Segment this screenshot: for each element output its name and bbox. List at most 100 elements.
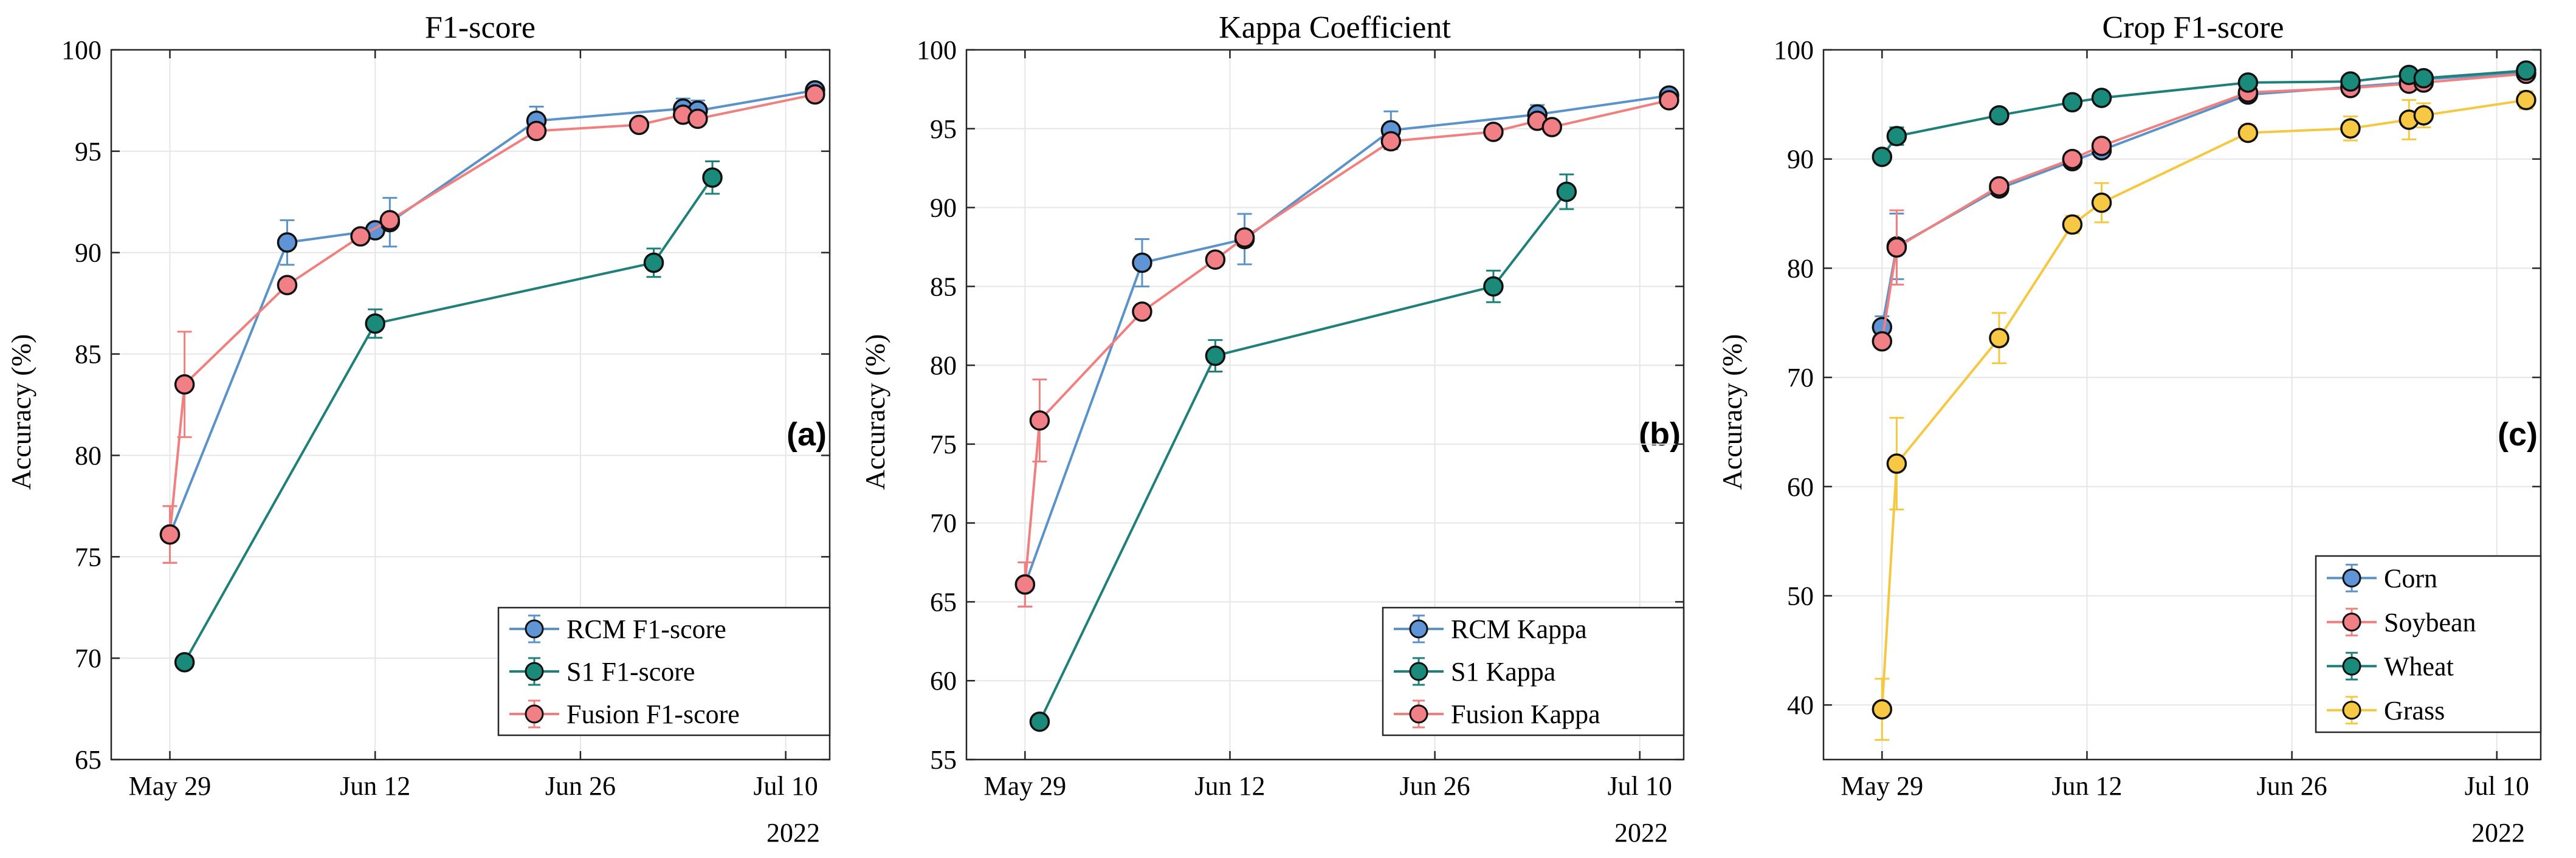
data-point [1541,117,1563,137]
y-tick-label: 95 [930,114,957,144]
legend-label: Grass [2384,696,2445,726]
year-label: 2022 [766,818,820,848]
panel-f1-score: F1-score Accuracy (%) (a) 2022 65 70 75 80 8… [5,10,831,848]
data-point [2237,72,2259,93]
data-point [702,167,723,188]
data-point [1989,105,2009,126]
data-point [687,108,708,129]
data-point [2062,92,2083,113]
x-tick-label: Jun 26 [1400,771,1470,801]
x-tick-label: May 29 [983,771,1066,801]
year-label: 2022 [2471,818,2525,848]
legend-item: Wheat [2327,651,2454,681]
data-point [2340,71,2361,92]
legend-label: Corn [2384,563,2437,593]
legend: RCM F1-score S1 F1-score Fusion F1-score [497,606,831,736]
panel-kappa-coefficient: Kappa Coefficient Accuracy (%) (b) 2022 … [859,10,1685,848]
legend-swatch-marker [2342,701,2361,720]
data-point [643,252,664,273]
legend-swatch-marker [1409,662,1428,681]
panel-title: Crop F1-score [2102,10,2284,45]
panel-label: (b) [1639,416,1681,453]
data-point [1886,237,1907,258]
x-tick-label: May 29 [1841,771,1923,801]
legend: Corn Soybean Wheat Grass [2315,555,2542,733]
legend-item: Grass [2327,696,2445,726]
y-tick-label: 80 [75,441,102,470]
data-point [2413,105,2434,126]
legend-item: S1 F1-score [509,657,695,687]
x-tick-label: Jul 10 [1608,771,1672,801]
legend: RCM Kappa S1 Kappa Fusion Kappa [1382,606,1685,736]
y-tick-label: 100 [1774,35,1814,65]
data-point [1872,331,1893,352]
data-point [1014,574,1036,595]
y-tick-label: 100 [61,35,102,65]
y-tick-label: 70 [1787,363,1814,393]
legend-item: RCM F1-score [509,614,726,644]
legend-swatch-marker [1409,619,1428,639]
data-point [1380,131,1402,152]
y-tick-label: 85 [75,340,102,369]
x-tick-label: Jun 26 [545,771,616,801]
legend-item: Fusion F1-score [509,699,740,729]
plot-frame [965,49,1685,761]
y-tick-label: 65 [75,745,102,775]
y-tick-label: 100 [917,35,957,65]
legend-label: Fusion Kappa [1451,699,1600,729]
legend-label: Wheat [2384,651,2454,681]
legend-swatch-marker [525,662,544,681]
legend-item: Soybean [2327,608,2476,637]
x-tick-label: Jul 10 [753,771,818,801]
x-tick-label: Jun 12 [340,771,410,801]
data-point [1886,126,1907,146]
series-line [183,177,714,663]
data-point [1886,453,1907,474]
legend-label: RCM Kappa [1451,614,1587,644]
y-tick-label: 60 [1787,472,1814,502]
legend-item: Corn [2327,563,2437,593]
y-tick-label: 50 [1787,581,1814,611]
data-point [2413,67,2434,89]
data-point [1872,699,1893,720]
y-tick-label: 85 [930,272,957,301]
year-label: 2022 [1614,818,1668,848]
y-tick-label: 95 [75,137,102,166]
y-tick-label: 70 [75,644,102,673]
data-point [2062,214,2083,235]
data-point [1205,249,1226,270]
legend-label: S1 F1-score [567,657,695,687]
data-point [2091,136,2112,156]
data-point [2237,122,2259,143]
y-tick-label: 80 [930,351,957,380]
data-point [277,275,298,295]
legend-item: Fusion Kappa [1394,699,1600,729]
legend-swatch-marker [1409,704,1428,724]
data-point [174,652,195,673]
data-point [174,374,195,395]
y-axis-label: Accuracy (%) [859,334,890,490]
data-point [1132,301,1152,322]
data-point [1234,227,1255,248]
series-line [1038,191,1568,722]
data-point [1872,146,1893,167]
series-fusion-f1-score [159,84,825,564]
y-tick-label: 55 [930,745,957,775]
legend-swatch-marker [2342,568,2361,588]
plot-frame [110,49,831,761]
legend-label: RCM F1-score [567,614,726,644]
data-point [350,226,371,247]
data-point [365,313,385,334]
data-point [2091,88,2112,108]
series-s1-f1-score [174,160,723,673]
data-point [1205,345,1226,366]
data-point [1556,181,1577,202]
legend-label: Soybean [2384,608,2476,637]
legend-swatch-marker [525,704,544,724]
x-tick-label: Jul 10 [2465,771,2529,801]
panel-label: (c) [2498,416,2538,453]
data-point [1659,90,1679,111]
legend-swatch-marker [2342,613,2361,632]
y-tick-label: 90 [1787,145,1814,174]
data-point [629,114,650,136]
